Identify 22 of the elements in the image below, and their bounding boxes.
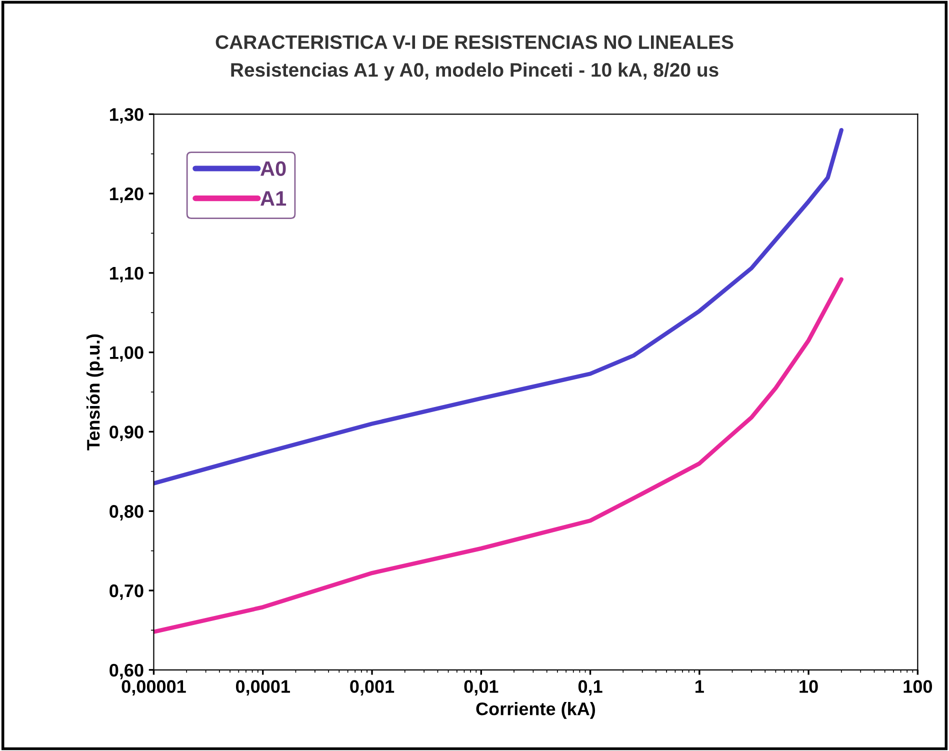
y-tick-label: 1,00	[110, 346, 144, 362]
chart-subtitle: Resistencias A1 y A0, modelo Pinceti - 10 kA, 8/20 us	[231, 62, 718, 81]
x-tick-label: 10	[800, 680, 818, 693]
x-tick-label: 0,1	[578, 680, 602, 696]
y-tick-label: 1,20	[110, 187, 144, 203]
y-tick-label: 0,90	[110, 426, 144, 442]
x-tick-label: 1	[696, 680, 704, 693]
legend-label: A1	[260, 191, 286, 206]
y-tick-label: 0,80	[110, 505, 144, 520]
y-tick-label: 0,60	[110, 664, 144, 680]
x-axis-title: Corriente (kA)	[476, 702, 596, 719]
y-axis-title: Tensión (p.u.)	[86, 334, 104, 450]
x-tick-label: 0,001	[350, 680, 394, 696]
x-tick-label: 0,0001	[236, 680, 290, 696]
x-tick-label: 0,01	[464, 680, 498, 696]
x-tick-label: 0,00001	[122, 680, 186, 696]
x-tick-label: 100	[904, 680, 932, 693]
y-tick-label: 1,10	[110, 266, 144, 282]
y-tick-label: 1,30	[110, 108, 144, 124]
chart-title: CARACTERISTICA V-I DE RESISTENCIAS NO LINEALES	[216, 35, 734, 50]
y-tick-label: 0,70	[110, 584, 144, 600]
legend-label: A0	[260, 161, 286, 176]
